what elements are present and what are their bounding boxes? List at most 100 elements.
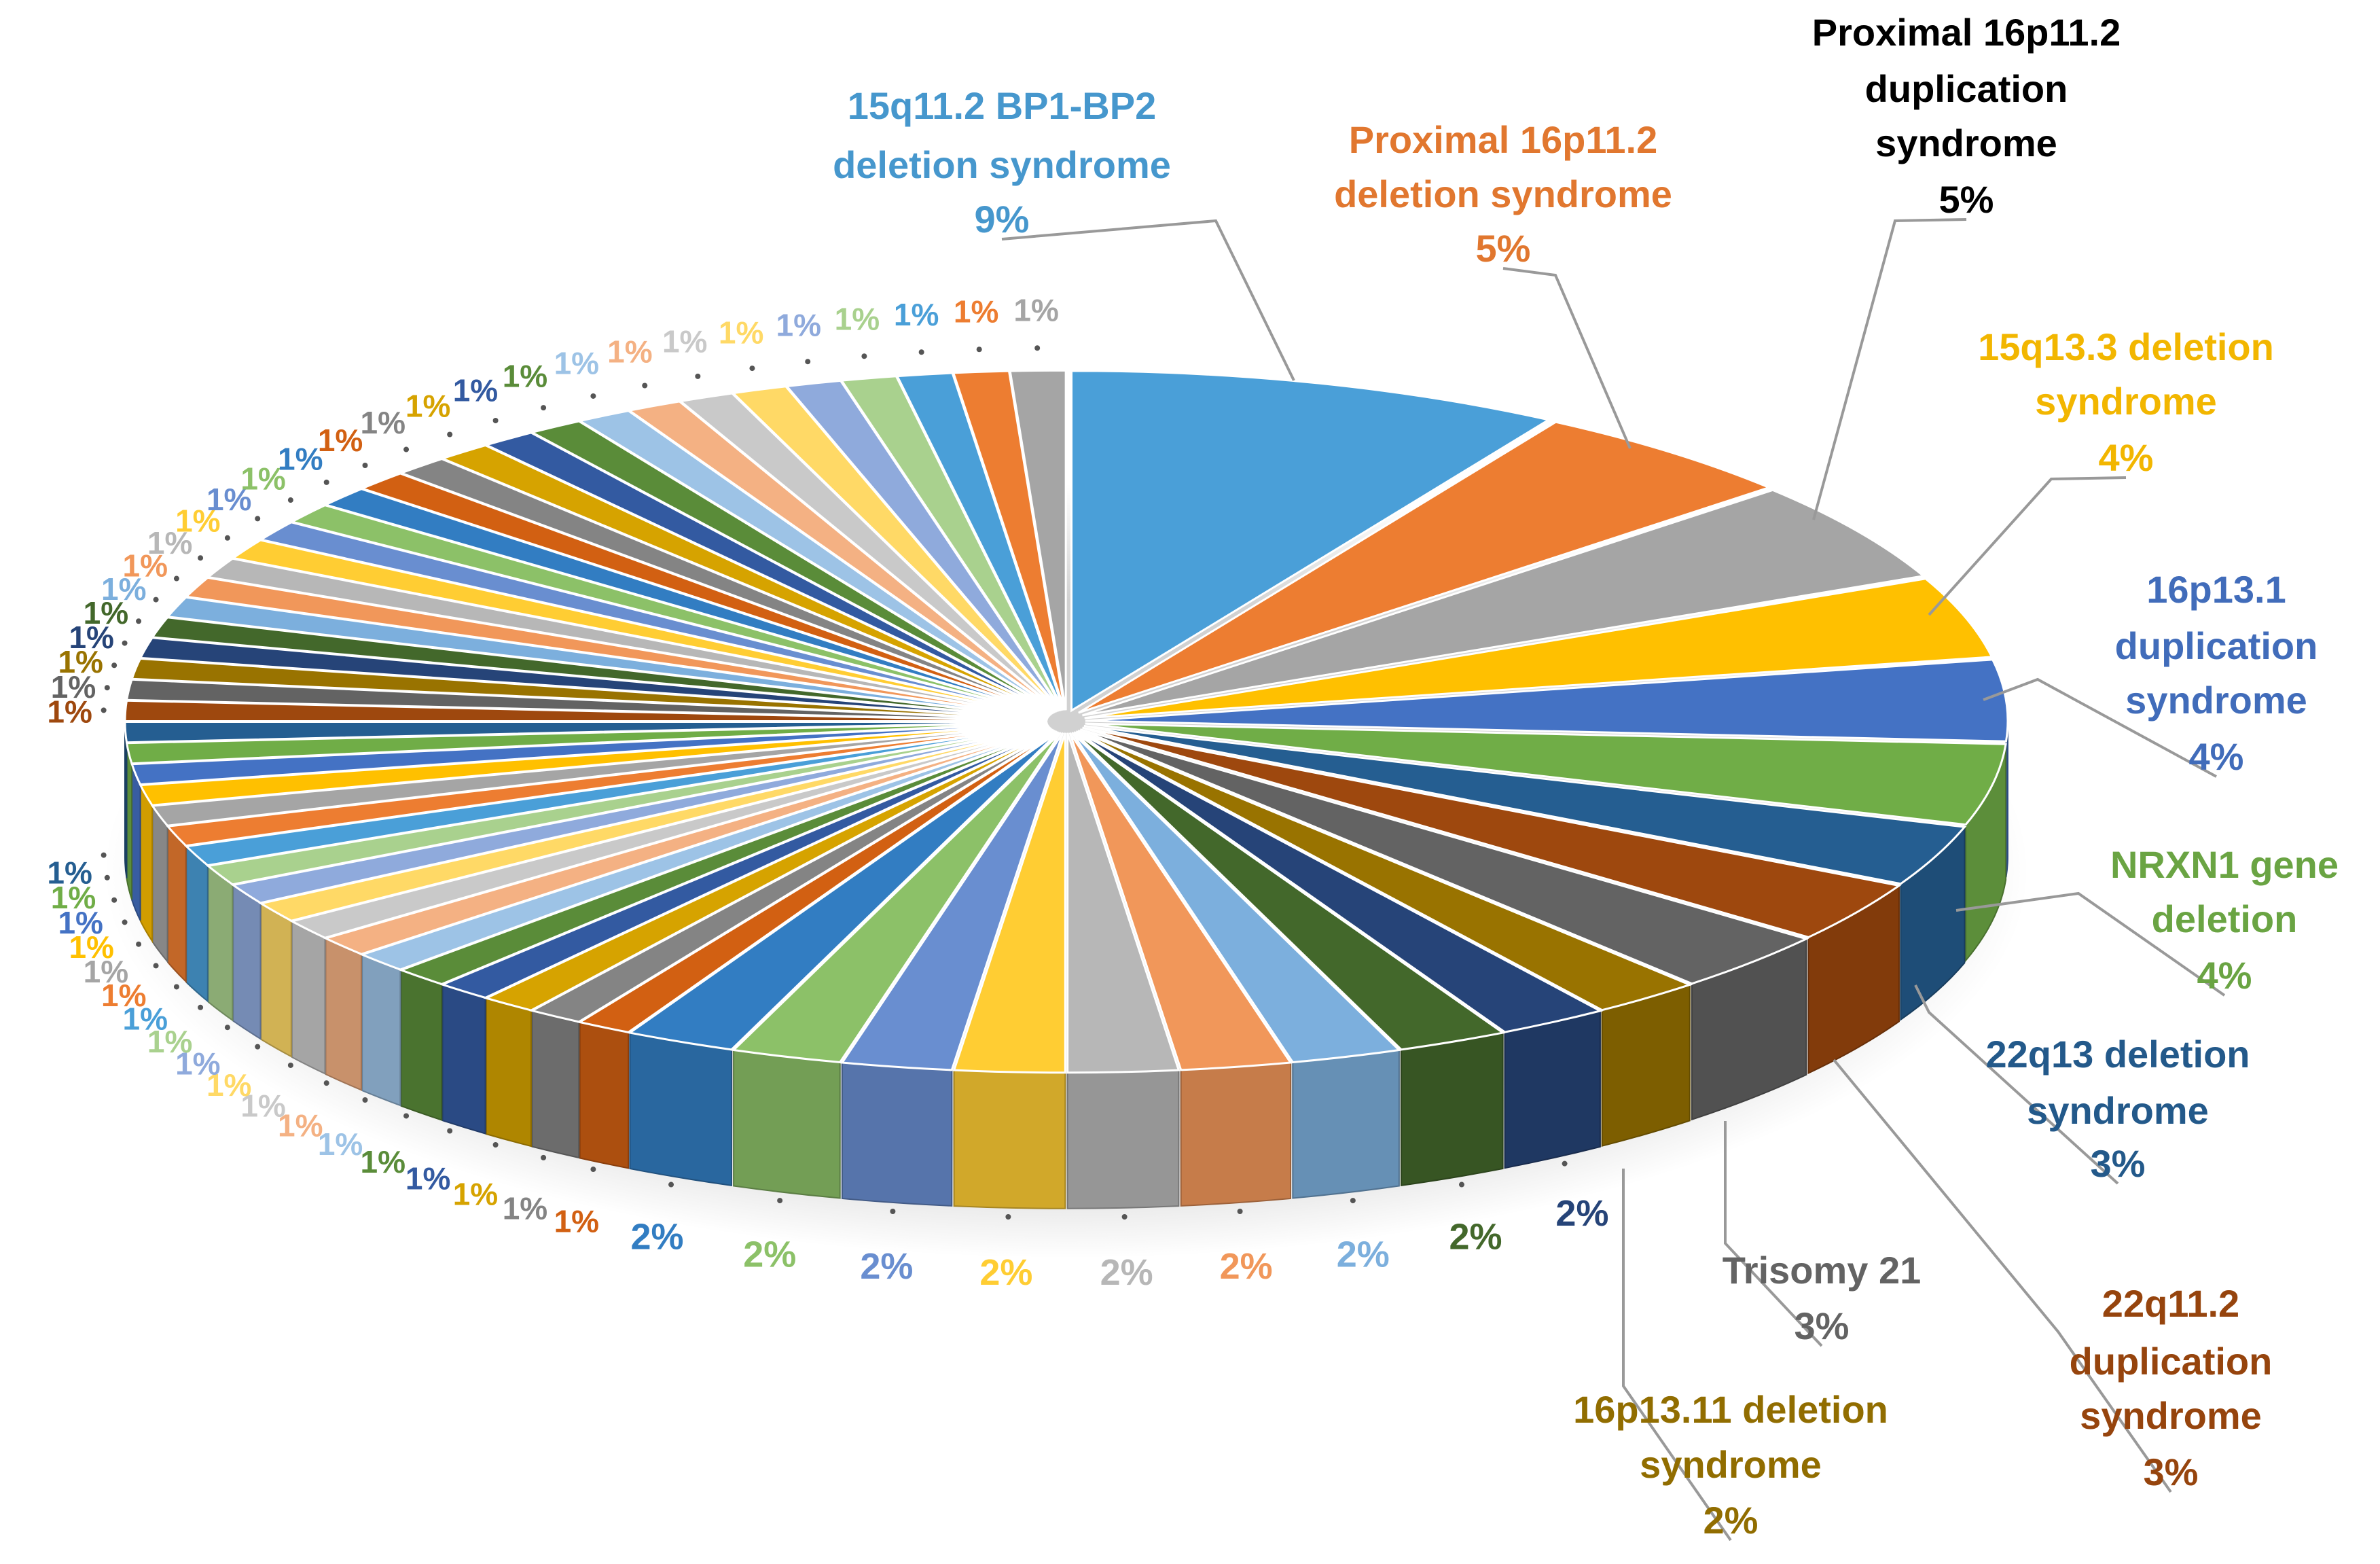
slice-pct-12: 2% <box>1337 1234 1390 1275</box>
slice-pct-49: 1% <box>318 423 363 458</box>
slice-4 <box>1085 658 2009 743</box>
leader-line-2 <box>1812 218 1967 520</box>
slice-side-32 <box>151 803 168 963</box>
leader-dot-48 <box>323 479 329 485</box>
slice-pct-34: 1% <box>58 905 103 940</box>
leader-dot-25 <box>323 1080 329 1086</box>
slice-pct-39: 1% <box>58 644 103 679</box>
leader-dot-36 <box>101 852 107 858</box>
slice-7 <box>1082 726 1902 939</box>
slice-pct-41: 1% <box>84 595 128 630</box>
slice-pct-4: 4% <box>2189 735 2244 778</box>
leader-line-5 <box>1955 891 2226 997</box>
leader-dot-40 <box>122 640 128 646</box>
slice-13 <box>1068 732 1293 1071</box>
slice-side-12 <box>1292 1049 1400 1199</box>
leader-dot-11 <box>1458 1181 1464 1188</box>
slice-pct-50: 1% <box>361 405 405 440</box>
slice-pct-10: 2% <box>1555 1193 1608 1234</box>
slice-label-3: syndrome <box>2035 380 2217 423</box>
leader-line-7 <box>1833 1059 2172 1493</box>
leader-line-8 <box>1724 1121 1823 1347</box>
slice-label-2: duplication <box>1865 67 2068 110</box>
slice-0 <box>1070 370 1552 713</box>
leader-dot-16 <box>890 1208 896 1214</box>
leader-dot-30 <box>173 984 179 990</box>
leader-dot-13 <box>1237 1208 1243 1214</box>
leader-dot-52 <box>492 418 499 424</box>
slice-pct-42: 1% <box>101 571 146 607</box>
slice-5 <box>1085 722 2007 826</box>
leader-dot-38 <box>104 685 110 691</box>
slice-pct-25: 1% <box>278 1108 323 1143</box>
slice-1 <box>1078 421 1772 714</box>
slice-label-5: deletion <box>2152 897 2298 940</box>
slice-pct-16: 2% <box>860 1246 913 1287</box>
slice-pct-36: 1% <box>47 855 92 890</box>
slice-pct-8: 3% <box>1795 1304 1850 1347</box>
slice-pct-35: 1% <box>51 880 96 915</box>
slice-pct-2: 5% <box>1939 178 1994 221</box>
slice-58 <box>785 379 1062 711</box>
slice-pct-38: 1% <box>51 669 96 705</box>
slice-pct-60: 1% <box>894 297 939 332</box>
slice-pct-17: 2% <box>743 1234 796 1275</box>
slice-10 <box>1075 730 1604 1033</box>
leader-line-6 <box>1914 984 2119 1185</box>
leader-dot-18 <box>668 1181 674 1188</box>
leader-dot-17 <box>777 1198 783 1204</box>
leader-dot-35 <box>104 874 110 881</box>
leader-dot-23 <box>403 1113 410 1119</box>
leader-dot-33 <box>122 919 128 925</box>
leader-dot-20 <box>541 1154 547 1160</box>
slice-pct-24: 1% <box>318 1126 363 1162</box>
leader-dot-55 <box>642 383 648 389</box>
slice-pct-23: 1% <box>361 1144 405 1179</box>
leader-dot-39 <box>111 662 118 669</box>
leader-dot-24 <box>362 1097 368 1103</box>
slice-pct-11: 2% <box>1449 1216 1502 1257</box>
slice-pct-13: 2% <box>1220 1246 1273 1287</box>
slice-side-11 <box>1401 1031 1504 1186</box>
slice-pct-44: 1% <box>147 525 192 561</box>
slice-9 <box>1077 729 1693 1012</box>
leader-dot-22 <box>447 1128 453 1134</box>
slice-side-24 <box>361 953 401 1107</box>
slice-pct-18: 2% <box>630 1216 683 1257</box>
slice-label-9: syndrome <box>1640 1443 1822 1486</box>
leader-dot-26 <box>287 1062 293 1068</box>
slice-side-27 <box>260 902 292 1058</box>
slice-side-10 <box>1504 1010 1601 1169</box>
slice-pct-62: 1% <box>1013 292 1058 327</box>
leader-dot-15 <box>1005 1213 1011 1220</box>
slice-label-8: Trisomy 21 <box>1723 1249 1922 1292</box>
slice-pct-56: 1% <box>662 323 707 359</box>
leader-dot-21 <box>492 1141 499 1148</box>
leader-dot-59 <box>861 353 867 359</box>
slice-pct-21: 1% <box>453 1176 498 1211</box>
leader-dot-43 <box>173 575 179 582</box>
slice-pct-48: 1% <box>278 441 323 476</box>
leader-line-1 <box>1502 267 1631 449</box>
slice-label-6: 22q13 deletion <box>1985 1033 2250 1076</box>
slice-2 <box>1082 488 1926 717</box>
slice-label-7: duplication <box>2070 1340 2273 1383</box>
slice-label-9: 16p13.11 deletion <box>1573 1388 1888 1431</box>
slice-side-22 <box>441 983 486 1135</box>
leader-dot-56 <box>695 373 701 379</box>
leader-dot-14 <box>1121 1213 1128 1220</box>
slice-pct-51: 1% <box>405 388 450 423</box>
leader-dot-12 <box>1350 1198 1356 1204</box>
slice-pct-52: 1% <box>453 373 498 408</box>
slice-label-2: syndrome <box>1875 122 2057 164</box>
slice-11 <box>1073 731 1506 1051</box>
slice-pct-9: 2% <box>1703 1499 1759 1542</box>
leader-dot-53 <box>541 405 547 411</box>
slice-14 <box>1066 732 1180 1074</box>
slice-16 <box>840 732 1064 1071</box>
slice-side-13 <box>1180 1061 1292 1207</box>
slice-side-18 <box>629 1031 732 1186</box>
slice-pct-43: 1% <box>123 548 168 584</box>
slice-pct-19: 1% <box>554 1203 599 1239</box>
